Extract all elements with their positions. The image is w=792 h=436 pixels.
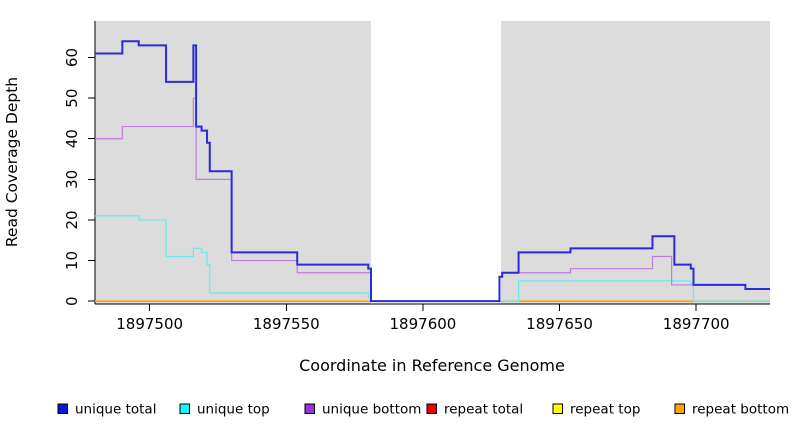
- covered-region: [500, 21, 770, 304]
- y-tick-label: 50: [63, 89, 81, 108]
- legend-label: unique bottom: [322, 402, 421, 418]
- legend-item-unique-top: unique top: [179, 402, 270, 418]
- legend-swatch: [674, 403, 685, 414]
- x-axis-label: Coordinate in Reference Genome: [299, 356, 565, 375]
- x-tick-label: 1897500: [116, 315, 183, 333]
- legend-swatch: [304, 403, 315, 414]
- plot-panel: [95, 21, 770, 304]
- y-tick-label: 10: [63, 251, 81, 270]
- legend-label: unique top: [197, 402, 270, 418]
- series-line-unique-top: [95, 215, 770, 302]
- legend-swatch: [426, 403, 437, 414]
- axes: 1897500 1897550 1897600 1897650 1897700 0 10 20…: [63, 21, 770, 333]
- y-tick-label: 60: [63, 48, 81, 67]
- legend: unique total unique top unique bottom repea…: [57, 402, 789, 418]
- series-line-unique-total: [95, 40, 770, 303]
- legend-item-unique-total: unique total: [57, 402, 156, 418]
- series-lines: [95, 40, 770, 303]
- legend-swatch: [179, 403, 190, 414]
- x-tick-label: 1897650: [526, 315, 593, 333]
- legend-label: unique total: [75, 402, 156, 418]
- x-tick-label: 1897600: [390, 315, 457, 333]
- legend-item-repeat-total: repeat total: [426, 402, 523, 418]
- covered-region: [95, 21, 372, 304]
- x-tick-label: 1897700: [663, 315, 730, 333]
- legend-item-unique-bottom: unique bottom: [304, 402, 421, 418]
- y-tick-label: 20: [63, 210, 81, 229]
- legend-label: repeat total: [444, 402, 523, 418]
- y-tick-label: 40: [63, 129, 81, 148]
- legend-swatch: [57, 403, 68, 414]
- legend-item-repeat-bottom: repeat bottom: [674, 402, 789, 418]
- legend-label: repeat top: [570, 402, 640, 418]
- y-tick-label: 0: [63, 296, 81, 306]
- legend-swatch: [552, 403, 563, 414]
- x-tick-label: 1897550: [253, 315, 320, 333]
- legend-label: repeat bottom: [692, 402, 789, 418]
- y-tick-label: 30: [63, 170, 81, 189]
- y-axis-label: Read Coverage Depth: [3, 77, 21, 247]
- legend-item-repeat-top: repeat top: [552, 402, 640, 418]
